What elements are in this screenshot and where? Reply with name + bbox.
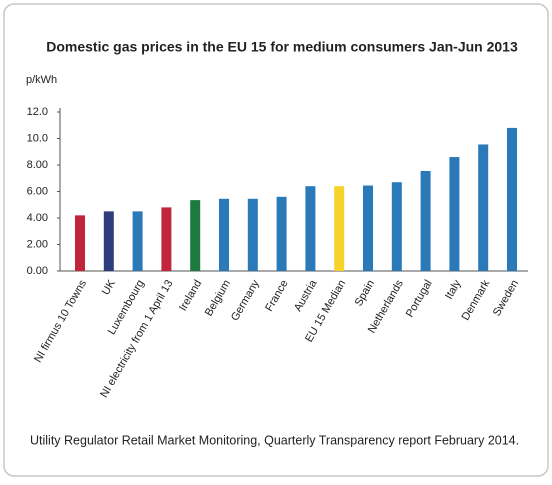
caption: Utility Regulator Retail Market Monitori…: [30, 433, 519, 447]
y-tick-label: 6.00: [27, 185, 48, 197]
y-tick-label: 0.00: [27, 265, 48, 277]
bar: [334, 186, 345, 271]
bar: [247, 198, 258, 271]
bar: [219, 198, 229, 271]
bar: [75, 215, 85, 271]
bar: [363, 185, 373, 271]
bar: [449, 157, 460, 271]
bar: [420, 170, 431, 271]
bar: [132, 211, 143, 271]
y-tick-label: 10.0: [27, 132, 48, 144]
bar: [391, 182, 402, 271]
bar: [276, 196, 287, 271]
bar: [190, 200, 201, 271]
y-tick-label: 4.00: [27, 212, 48, 224]
y-tick-label: 12.0: [27, 106, 48, 118]
bar: [507, 127, 517, 272]
chart-title: Domestic gas prices in the EU 15 for med…: [46, 39, 518, 55]
y-axis-label: p/kWh: [26, 74, 57, 86]
bar: [305, 186, 316, 271]
bar: [478, 144, 489, 271]
y-tick-label: 8.00: [27, 159, 48, 171]
frame: [3, 3, 549, 477]
bar: [103, 211, 114, 271]
bar: [161, 207, 172, 271]
y-tick-label: 2.00: [27, 238, 48, 250]
